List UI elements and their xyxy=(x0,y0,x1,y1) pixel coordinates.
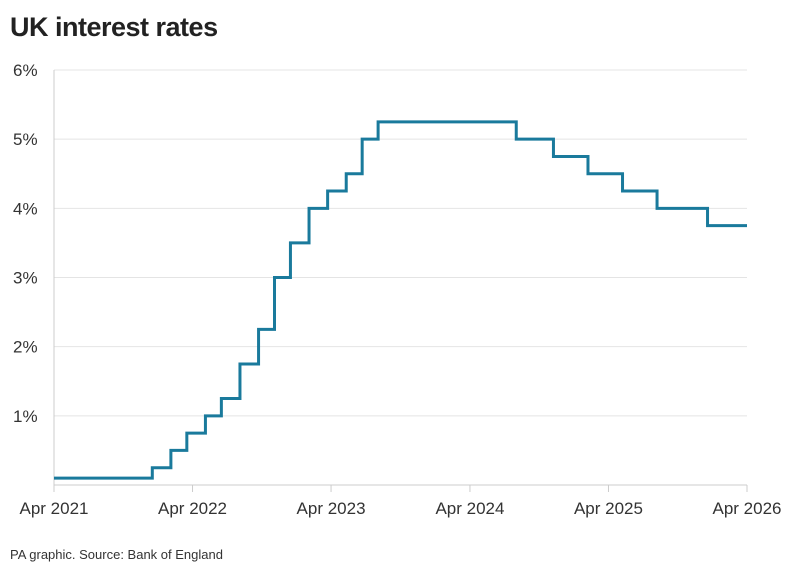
series-layer xyxy=(54,120,747,480)
y-tick-label: 2% xyxy=(13,338,38,357)
x-axis xyxy=(53,70,747,486)
source-note: PA graphic. Source: Bank of England xyxy=(10,547,223,562)
y-axis-ticks: 1% 2% 3% 4% 5% 6% xyxy=(13,61,38,426)
gridlines xyxy=(54,69,747,417)
x-tick-label: Apr 2022 xyxy=(158,499,227,518)
x-tick-label: Apr 2023 xyxy=(297,499,366,518)
x-tick-label: Apr 2025 xyxy=(574,499,643,518)
x-tick-label: Apr 2026 xyxy=(713,499,782,518)
x-axis-ticks: Apr 2021 Apr 2022 Apr 2023 Apr 2024 Apr 2025… xyxy=(20,485,782,518)
y-tick-label: 4% xyxy=(13,199,38,218)
y-tick-label: 6% xyxy=(13,61,38,80)
chart-title: UK interest rates xyxy=(10,12,218,42)
y-tick-label: 3% xyxy=(13,269,38,288)
series-line-bank-rate xyxy=(54,120,747,480)
x-tick-label: Apr 2024 xyxy=(435,499,504,518)
y-tick-label: 1% xyxy=(13,407,38,426)
y-tick-label: 5% xyxy=(13,130,38,149)
x-tick-label: Apr 2021 xyxy=(20,499,89,518)
